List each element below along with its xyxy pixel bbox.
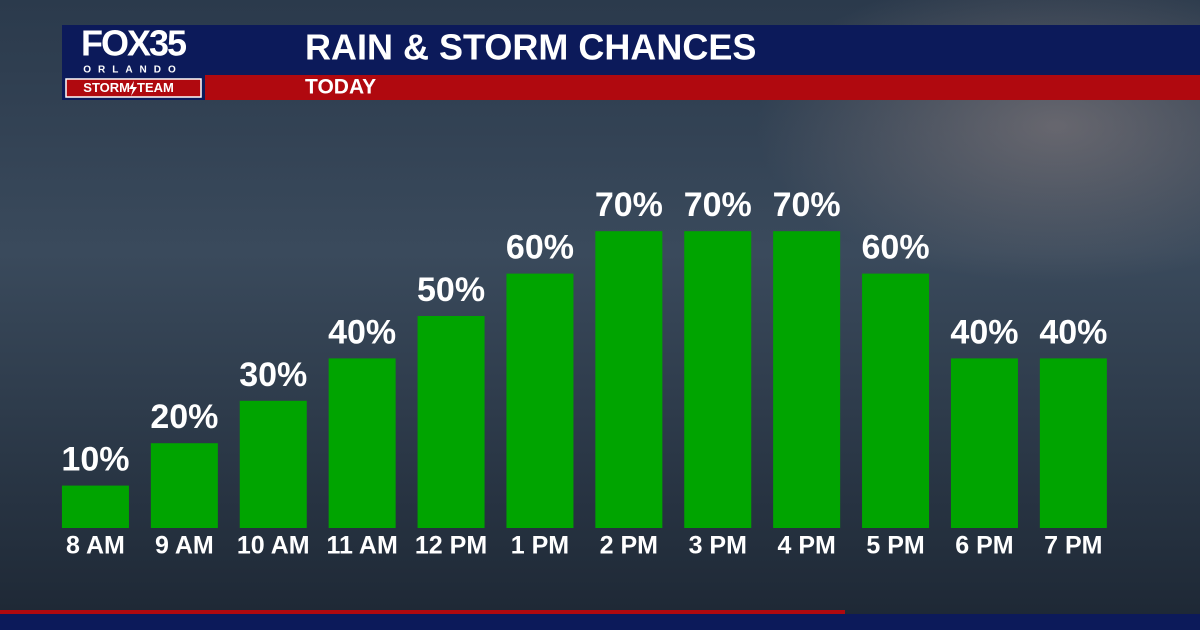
logo-team-left: STORM xyxy=(83,80,130,95)
value-label: 70% xyxy=(684,186,752,224)
x-tick-label: 10 AM xyxy=(237,532,310,560)
x-tick-label: 12 PM xyxy=(415,532,487,560)
bar xyxy=(773,231,841,528)
x-tick-label: 4 PM xyxy=(777,532,835,560)
footer-line xyxy=(0,610,845,614)
logo-bolt xyxy=(129,81,137,96)
x-tick-label: 9 AM xyxy=(155,532,214,560)
footer-bar xyxy=(0,614,1200,630)
x-tick-label: 3 PM xyxy=(689,532,747,560)
bar xyxy=(595,231,663,528)
value-label: 40% xyxy=(1039,313,1107,351)
value-label: 70% xyxy=(773,186,841,224)
bar xyxy=(862,273,930,528)
logo-team-right: TEAM xyxy=(137,80,174,95)
bar xyxy=(1039,358,1107,528)
bar xyxy=(61,485,129,528)
logo-market: ORLANDO xyxy=(83,65,183,76)
x-tick-label: 5 PM xyxy=(866,532,924,560)
logo-name: FOX35 xyxy=(81,23,187,64)
chart-subtitle: TODAY xyxy=(305,76,376,99)
x-tick-label: 7 PM xyxy=(1044,532,1102,560)
x-tick-label: 6 PM xyxy=(955,532,1013,560)
x-tick-label: 11 AM xyxy=(326,532,397,560)
value-label: 30% xyxy=(239,356,307,394)
value-label: 50% xyxy=(417,271,485,309)
bar xyxy=(239,400,307,528)
bar xyxy=(684,231,752,528)
value-label: 10% xyxy=(61,441,129,479)
value-label: 60% xyxy=(506,229,574,267)
value-label: 70% xyxy=(595,186,663,224)
chart-title: RAIN & STORM CHANCES xyxy=(305,27,756,68)
bar xyxy=(417,316,485,528)
title-bar xyxy=(62,25,1200,75)
subtitle-bar xyxy=(205,75,1200,100)
x-tick-label: 8 AM xyxy=(66,532,125,560)
value-label: 40% xyxy=(950,313,1018,351)
value-label: 20% xyxy=(150,398,218,436)
bar xyxy=(150,443,218,528)
bar xyxy=(328,358,396,528)
bar xyxy=(506,273,574,528)
x-tick-label: 2 PM xyxy=(600,532,658,560)
x-tick-label: 1 PM xyxy=(511,532,569,560)
value-label: 60% xyxy=(862,229,930,267)
bar xyxy=(950,358,1018,528)
value-label: 40% xyxy=(328,313,396,351)
